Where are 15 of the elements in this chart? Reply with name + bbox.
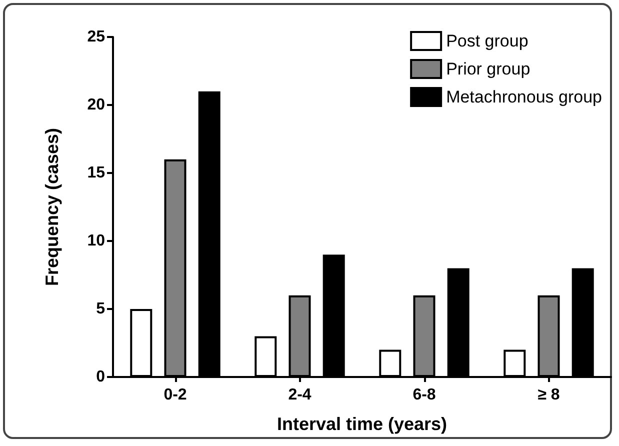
legend-label: Metachronous group (446, 88, 602, 106)
y-tick-label: 10 (87, 232, 106, 250)
y-tick-label: 15 (87, 164, 106, 182)
x-tick-label: 6-8 (412, 386, 436, 404)
y-tick-label: 0 (96, 368, 106, 386)
legend-label: Post group (446, 32, 528, 50)
y-axis-title: Frequency (cases) (42, 128, 62, 286)
y-tick-label: 20 (87, 96, 106, 114)
x-axis-title: Interval time (years) (276, 414, 448, 434)
x-tick-label: 2-4 (288, 386, 312, 404)
legend-label: Prior group (446, 60, 530, 78)
y-tick-label: 25 (87, 28, 106, 46)
x-tick-label: ≥ 8 (538, 386, 560, 404)
x-tick-label: 0-2 (164, 386, 187, 404)
y-tick-label: 5 (96, 300, 106, 318)
